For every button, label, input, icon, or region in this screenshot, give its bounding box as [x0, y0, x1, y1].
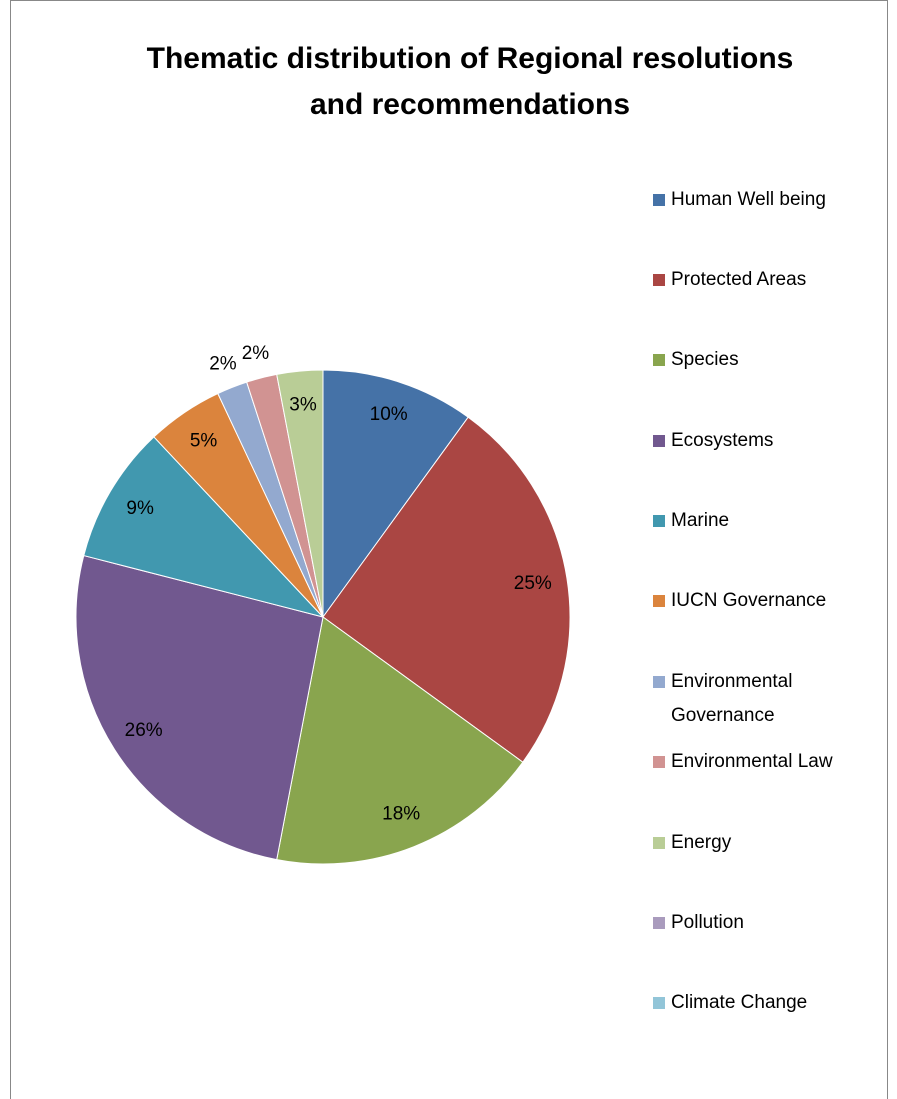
legend-swatch: [653, 194, 665, 206]
legend-item: Environmental Governance: [653, 665, 878, 733]
data-label: 2%: [242, 343, 270, 364]
legend-item: Human Well being: [653, 183, 878, 217]
pie-slice: [322, 369, 469, 619]
legend-item: Energy: [653, 826, 878, 860]
legend-swatch: [653, 595, 665, 607]
pie-slice: [75, 554, 324, 861]
legend-swatch: [653, 515, 665, 527]
data-label: 9%: [126, 498, 154, 519]
legend-item: Protected Areas: [653, 263, 878, 297]
legend-item: Marine: [653, 504, 878, 538]
legend-swatch: [653, 837, 665, 849]
legend-item: Environmental Law: [653, 745, 878, 779]
data-label: 5%: [190, 430, 218, 451]
legend-item: Pollution: [653, 906, 878, 940]
legend-item: IUCN Governance: [653, 584, 878, 618]
legend-swatch: [653, 435, 665, 447]
legend-swatch: [653, 274, 665, 286]
legend-label: IUCN Governance: [671, 590, 827, 611]
legend-label: Environmental Governance: [671, 671, 793, 726]
legend-label: Pollution: [671, 912, 744, 933]
data-label: 2%: [209, 353, 237, 374]
legend-label: Protected Areas: [671, 269, 807, 290]
data-label: 18%: [382, 804, 420, 825]
legend-swatch: [653, 756, 665, 768]
data-label: 10%: [370, 404, 408, 425]
data-label: 3%: [289, 395, 317, 416]
legend-swatch: [653, 997, 665, 1009]
legend-label: Climate Change: [671, 992, 808, 1013]
data-label: 25%: [514, 573, 552, 594]
legend-item: Ecosystems: [653, 424, 878, 458]
pie-slice: [83, 436, 325, 618]
legend-swatch: [653, 354, 665, 366]
chart-border: [10, 0, 888, 1099]
legend-label: Energy: [671, 832, 732, 853]
legend-swatch: [653, 676, 665, 688]
legend-label: Ecosystems: [671, 430, 774, 451]
legend-label: Human Well being: [671, 189, 826, 210]
chart-title: Thematic distribution of Regional resolu…: [146, 42, 794, 121]
pie-slice: [322, 416, 571, 763]
legend-label: Marine: [671, 510, 730, 531]
legend-item: Climate Change: [653, 986, 878, 1020]
legend-swatch: [653, 917, 665, 929]
data-label: 26%: [125, 720, 163, 741]
legend-label: Environmental Law: [671, 751, 833, 772]
pie-slice: [276, 616, 524, 865]
legend-label: Species: [671, 349, 739, 370]
legend-item: Species: [653, 343, 878, 377]
